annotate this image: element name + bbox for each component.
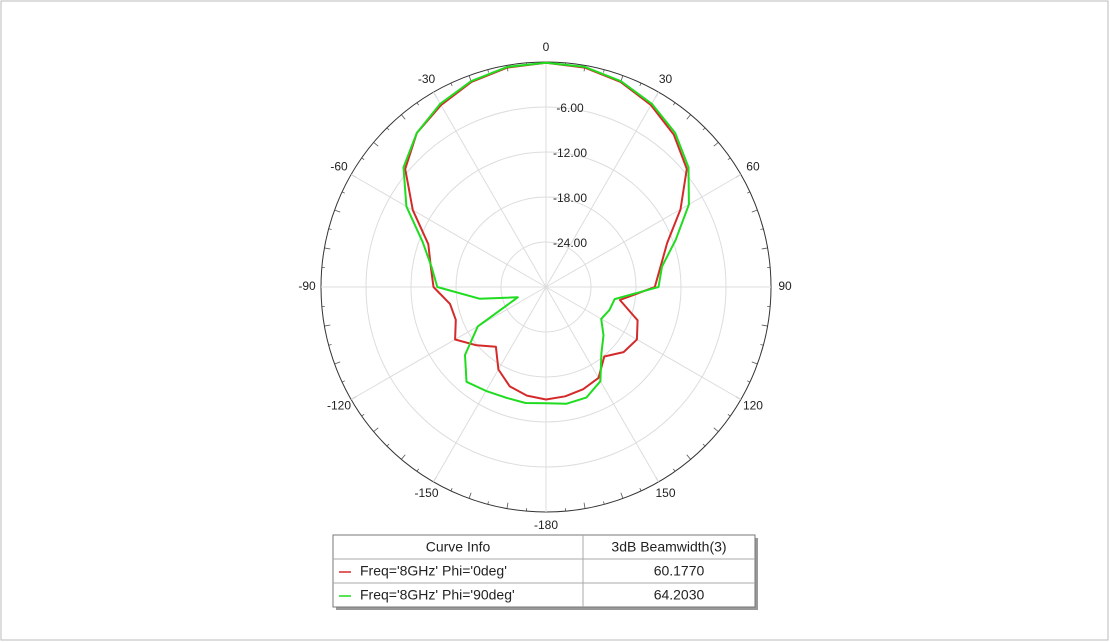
- grid-spoke: [350, 174, 547, 288]
- theta-tick-label: 120: [743, 399, 763, 413]
- minor-tick: [373, 427, 379, 432]
- grid-spoke: [433, 91, 547, 288]
- grid-spoke: [350, 286, 547, 400]
- minor-tick: [713, 427, 719, 432]
- minor-tick: [603, 501, 605, 505]
- minor-tick: [450, 82, 453, 86]
- minor-tick: [713, 142, 719, 147]
- grid-spoke: [545, 286, 742, 400]
- grid-spoke: [433, 286, 547, 483]
- minor-tick: [639, 488, 642, 492]
- legend-header: Curve Info: [426, 539, 491, 555]
- theta-tick-label: 60: [746, 160, 760, 174]
- minor-tick: [373, 142, 379, 147]
- theta-tick-label: -30: [418, 72, 436, 86]
- minor-tick: [760, 228, 764, 230]
- minor-tick: [620, 492, 624, 499]
- minor-tick: [487, 501, 489, 505]
- r-tick-label: -12.00: [553, 146, 587, 160]
- theta-tick-label: 30: [659, 72, 673, 86]
- legend-header: 3dB Beamwidth(3): [611, 539, 726, 555]
- minor-tick: [334, 361, 341, 365]
- minor-tick: [416, 468, 419, 472]
- minor-tick: [328, 344, 332, 346]
- minor-tick: [727, 157, 731, 160]
- minor-tick: [639, 82, 642, 86]
- theta-tick-label: -60: [330, 160, 348, 174]
- minor-tick: [727, 414, 731, 417]
- minor-tick: [361, 157, 365, 160]
- legend-box: [332, 534, 756, 608]
- minor-tick: [450, 488, 453, 492]
- theta-tick-label: 0: [543, 40, 550, 54]
- minor-tick: [673, 468, 676, 472]
- r-tick-label: -18.00: [553, 191, 587, 205]
- minor-tick: [341, 191, 345, 194]
- minor-tick: [583, 502, 586, 509]
- minor-tick: [328, 228, 332, 230]
- minor-tick: [747, 380, 751, 383]
- minor-tick: [361, 414, 365, 417]
- minor-tick: [761, 247, 768, 250]
- theta-tick-label: -180: [534, 518, 558, 532]
- minor-tick: [761, 324, 768, 327]
- minor-tick: [334, 209, 341, 213]
- minor-tick: [603, 69, 605, 73]
- legend-value: 60.1770: [654, 563, 705, 579]
- theta-tick-label: 90: [778, 279, 792, 293]
- r-tick-label: -24.00: [553, 236, 587, 250]
- minor-tick: [751, 361, 758, 365]
- minor-tick: [686, 454, 691, 460]
- minor-tick: [468, 492, 472, 499]
- minor-tick: [760, 344, 764, 346]
- theta-tick-label: -90: [298, 279, 316, 293]
- grid-spoke: [545, 91, 659, 288]
- theta-tick-label: -120: [327, 399, 351, 413]
- minor-tick: [751, 209, 758, 213]
- minor-tick: [673, 102, 676, 106]
- minor-tick: [324, 324, 331, 327]
- legend-name: Freq='8GHz' Phi='90deg': [360, 587, 515, 603]
- minor-tick: [401, 114, 406, 120]
- minor-tick: [401, 454, 406, 460]
- minor-tick: [487, 69, 489, 73]
- minor-tick: [686, 114, 691, 120]
- minor-tick: [341, 380, 345, 383]
- legend-value: 64.2030: [654, 587, 705, 603]
- grid-spoke: [545, 286, 659, 483]
- minor-tick: [506, 502, 509, 509]
- grid-spoke: [545, 174, 742, 288]
- theta-tick-label: 150: [655, 486, 675, 500]
- theta-tick-label: -150: [414, 486, 438, 500]
- minor-tick: [324, 247, 331, 250]
- minor-tick: [747, 191, 751, 194]
- legend-name: Freq='8GHz' Phi='0deg': [360, 563, 507, 579]
- minor-tick: [416, 102, 419, 106]
- pattern-curve: [402, 61, 690, 405]
- r-tick-label: -6.00: [556, 101, 584, 115]
